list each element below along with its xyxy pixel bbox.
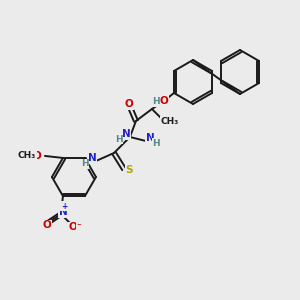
Text: N: N	[146, 133, 154, 143]
Text: S: S	[125, 165, 133, 175]
Text: ⁻: ⁻	[76, 223, 81, 232]
Text: O: O	[69, 222, 77, 232]
Text: O: O	[33, 151, 41, 161]
Text: O: O	[124, 99, 133, 109]
Text: N: N	[88, 153, 96, 163]
Text: H: H	[152, 98, 160, 106]
Text: O: O	[43, 220, 51, 230]
Text: H: H	[152, 139, 160, 148]
Text: +: +	[61, 202, 67, 211]
Text: N: N	[122, 129, 130, 139]
Text: N: N	[58, 207, 67, 217]
Text: CH₃: CH₃	[18, 152, 36, 160]
Text: CH₃: CH₃	[161, 116, 179, 125]
Text: O: O	[160, 96, 168, 106]
Text: H: H	[81, 160, 89, 169]
Text: H: H	[115, 134, 123, 143]
